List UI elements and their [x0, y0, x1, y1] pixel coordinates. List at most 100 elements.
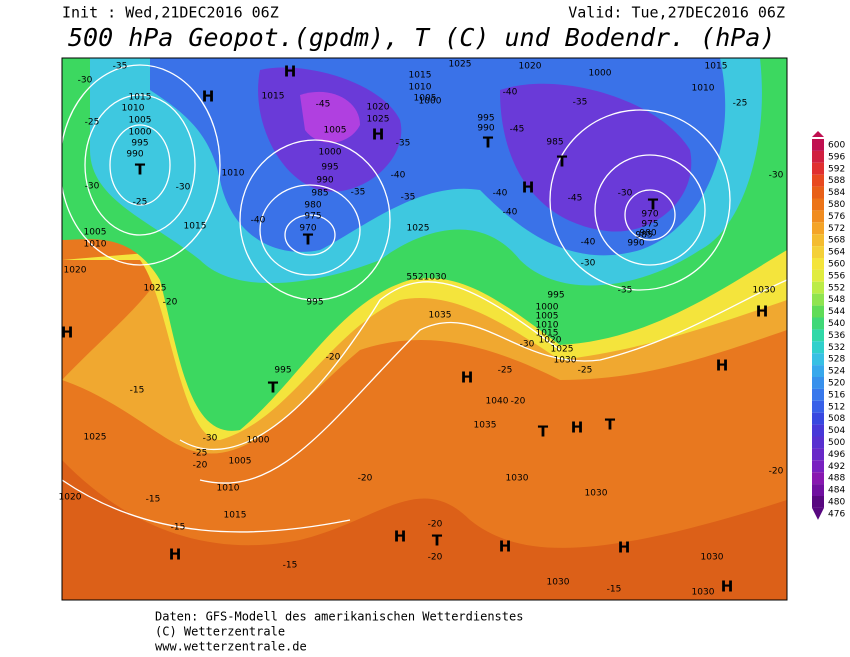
- contour-label: 1005: [324, 126, 347, 136]
- contour-label: 1025: [407, 224, 430, 234]
- colorbar-label: 476: [828, 509, 845, 519]
- colorbar-segment: [812, 258, 824, 270]
- contour-label: -25: [133, 198, 148, 208]
- contour-label: -30: [769, 171, 784, 181]
- colorbar-label: 532: [828, 343, 845, 353]
- colorbar-cap: [812, 507, 824, 520]
- contour-label: 1030: [424, 273, 447, 283]
- contour-label: 1015: [224, 511, 247, 521]
- contour-label: 985: [635, 231, 652, 241]
- contour-label: 1025: [449, 60, 472, 70]
- pressure-center: H: [461, 369, 474, 387]
- footer-line: Daten: GFS-Modell des amerikanischen Wet…: [155, 610, 523, 624]
- contour-label: 995: [477, 114, 494, 124]
- colorbar-segment: [812, 186, 824, 199]
- contour-label: 1030: [692, 588, 715, 598]
- contour-label: 1015: [705, 62, 728, 72]
- colorbar-segment: [812, 484, 824, 496]
- colorbar-label: 480: [828, 498, 845, 508]
- colorbar-segment: [812, 305, 824, 318]
- contour-label: 1000: [536, 303, 559, 313]
- contour-label: 1025: [367, 115, 390, 125]
- init-time: Init : Wed,21DEC2016 06Z: [62, 4, 279, 22]
- contour-label: 1030: [547, 578, 570, 588]
- contour-label: 1030: [701, 553, 724, 563]
- colorbar-label: 568: [828, 236, 845, 246]
- colorbar-segment: [812, 388, 824, 401]
- contour-label: 970: [299, 224, 316, 234]
- pressure-center: T: [268, 379, 279, 397]
- colorbar-segment: [812, 198, 824, 211]
- contour-label: -25: [498, 366, 513, 376]
- pressure-center: T: [648, 196, 659, 214]
- contour-label: 1020: [64, 266, 87, 276]
- colorbar-label: 588: [828, 176, 845, 186]
- map-frame: [61, 57, 788, 601]
- pressure-center: T: [303, 231, 314, 249]
- contour-label: 990: [627, 239, 644, 249]
- contour-label: -20: [358, 474, 373, 484]
- pressure-center: T: [605, 416, 616, 434]
- contour-label: 990: [126, 150, 143, 160]
- contour-label: 990: [316, 176, 333, 186]
- contour-label: 975: [304, 212, 321, 222]
- pressure-center: H: [284, 63, 297, 81]
- contour-label: -15: [171, 523, 186, 533]
- contour-label: 1000: [129, 128, 152, 138]
- contour-label: -40: [503, 208, 518, 218]
- colorbar-segment: [812, 424, 824, 437]
- colorbar-label: 600: [828, 141, 845, 151]
- contour-label: -35: [351, 188, 366, 198]
- contour-label: -35: [618, 286, 633, 296]
- contour-label: 1030: [554, 356, 577, 366]
- colorbar-label: 576: [828, 212, 845, 222]
- footer-line: (C) Wetterzentrale: [155, 625, 285, 639]
- contour-label: -30: [85, 182, 100, 192]
- colorbar-segment: [812, 162, 824, 175]
- colorbar-label: 516: [828, 390, 845, 400]
- contour-label: -20: [769, 467, 784, 477]
- contour-label: -25: [193, 449, 208, 459]
- contour-label: 980: [304, 201, 321, 211]
- contour-label: -30: [78, 76, 93, 86]
- contour-label: -40: [391, 171, 406, 181]
- contour-label: 1005: [414, 94, 437, 104]
- contour-label: 995: [131, 139, 148, 149]
- contour-label: 1010: [122, 104, 145, 114]
- contour-label: 1005: [84, 228, 107, 238]
- colorbar-segment: [812, 281, 824, 294]
- colorbar-label: 508: [828, 414, 845, 424]
- colorbar-label: 524: [828, 367, 845, 377]
- colorbar-segment: [812, 412, 824, 425]
- contour-label: -25: [733, 99, 748, 109]
- contour-label: -20: [163, 298, 178, 308]
- contour-label: 1020: [519, 62, 542, 72]
- contour-label: -30: [176, 183, 191, 193]
- map-field: [62, 58, 787, 600]
- colorbar-label: 592: [828, 164, 845, 174]
- contour-label: 995: [321, 163, 338, 173]
- contour-label: 1025: [551, 345, 574, 355]
- contour-label: -25: [578, 366, 593, 376]
- colorbar-segment: [812, 377, 824, 389]
- contour-label: 985: [546, 138, 563, 148]
- colorbar-segment: [812, 353, 824, 366]
- contour-label: 1025: [84, 433, 107, 443]
- pressure-center: H: [169, 546, 182, 564]
- colorbar-label: 596: [828, 152, 845, 162]
- colorbar-label: 496: [828, 450, 845, 460]
- contour-label: -30: [203, 434, 218, 444]
- colorbar-label: 548: [828, 295, 845, 305]
- contour-label: 1015: [262, 92, 285, 102]
- pressure-center: H: [756, 303, 769, 321]
- pressure-center: H: [61, 324, 74, 342]
- colorbar-label: 488: [828, 474, 845, 484]
- contour-label: 1030: [506, 474, 529, 484]
- pressure-center: H: [394, 528, 407, 546]
- contour-label: 1005: [129, 116, 152, 126]
- pressure-center: H: [571, 419, 584, 437]
- contour-label: 1010: [222, 169, 245, 179]
- contour-label: 1015: [409, 71, 432, 81]
- contour-label: 1030: [753, 286, 776, 296]
- contour-label: 1040: [486, 397, 509, 407]
